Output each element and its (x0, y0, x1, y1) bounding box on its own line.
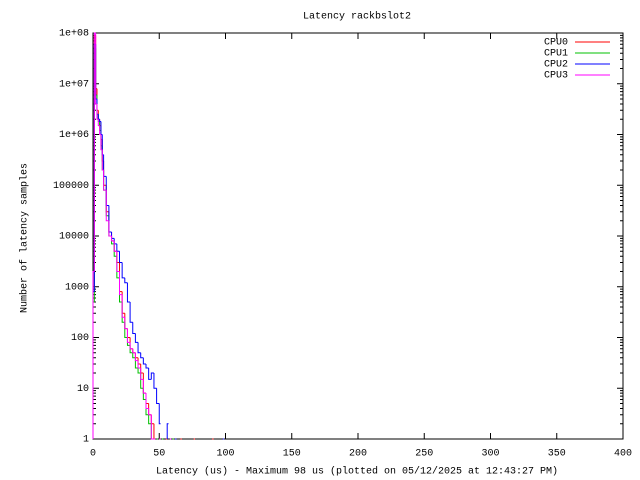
x-tick-label: 400 (614, 449, 632, 460)
histogram-step (124, 277, 128, 284)
histogram-step (153, 372, 157, 389)
y-tick-label: 1000 (65, 282, 89, 293)
histogram-step (145, 364, 149, 369)
histogram-step (142, 357, 146, 365)
histogram-step (148, 408, 152, 416)
histogram-step (140, 352, 144, 359)
histogram-step (134, 333, 139, 343)
histogram-step (132, 348, 136, 354)
histogram-step (158, 403, 161, 425)
histogram-step (116, 251, 120, 272)
x-tick-label: 150 (283, 449, 301, 460)
legend-label: CPU0 (544, 38, 568, 49)
y-tick-label: 1e+08 (59, 29, 89, 40)
histogram-step (132, 322, 136, 334)
histogram-step (156, 388, 160, 405)
histogram-step (121, 262, 125, 279)
histogram-step (124, 317, 128, 330)
x-tick-label: 0 (90, 449, 96, 460)
histogram-step (129, 342, 133, 350)
histogram-step (137, 360, 141, 369)
x-tick-label: 200 (349, 449, 367, 460)
histogram-step (137, 342, 141, 354)
histogram-step (129, 302, 133, 323)
histogram-step (145, 393, 149, 409)
x-tick-label: 350 (548, 449, 566, 460)
histogram-step (95, 33, 97, 105)
histogram-step (150, 414, 154, 440)
histogram-step (103, 169, 107, 191)
histogram-step (126, 328, 131, 343)
legend-label: CPU2 (544, 60, 568, 71)
x-tick-label: 300 (481, 449, 499, 460)
y-tick-label: 10 (77, 384, 89, 395)
y-axis-label: Number of latency samples (19, 163, 31, 313)
legend-label: CPU1 (544, 49, 568, 60)
histogram-step (121, 294, 125, 318)
histogram-step (148, 368, 152, 380)
x-tick-label: 250 (415, 449, 433, 460)
histogram-step (92, 270, 95, 439)
histogram-step (126, 282, 131, 303)
histogram-step (166, 423, 169, 439)
histogram-step (134, 357, 139, 369)
histogram-step (134, 352, 139, 362)
histogram-step (150, 372, 154, 380)
histogram-step (137, 368, 141, 374)
x-tick-label: 100 (216, 449, 234, 460)
histogram-step (148, 414, 152, 425)
y-tick-label: 10000 (59, 232, 89, 243)
y-tick-label: 100 (71, 333, 89, 344)
histogram-step (100, 134, 103, 151)
histogram-step (119, 251, 123, 264)
histogram-step (105, 190, 109, 222)
y-tick-label: 1e+07 (59, 79, 89, 90)
histogram-step (132, 352, 136, 359)
histogram-step (113, 240, 117, 252)
y-tick-label: 100000 (53, 181, 89, 192)
histogram-step (140, 368, 144, 380)
histogram-step (119, 271, 123, 296)
histogram-step (97, 119, 100, 127)
histogram-step (142, 379, 146, 394)
chart-title: Latency rackbslot2 (303, 11, 411, 23)
histogram-step (108, 220, 112, 237)
x-tick-label: 50 (153, 449, 165, 460)
x-axis-label: Latency (us) - Maximum 98 us (plotted on… (156, 466, 558, 478)
y-tick-label: 1 (83, 435, 89, 446)
histogram-step (111, 236, 115, 242)
legend-label: CPU3 (544, 71, 568, 82)
y-tick-label: 1e+06 (59, 130, 89, 141)
